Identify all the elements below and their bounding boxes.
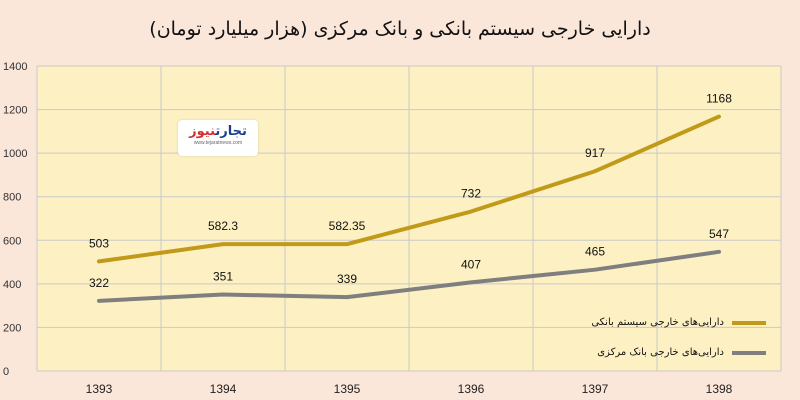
x-tick-label: 1396 <box>458 382 485 396</box>
x-tick-label: 1395 <box>334 382 361 396</box>
data-labels: 503 582.3 582.35 732 917 1168 322 351 339 407 465 5… <box>89 92 732 290</box>
chart-title: دارایی خارجی سیستم بانکی و بانک مرکزی (ه… <box>149 18 651 40</box>
data-label: 351 <box>213 270 233 284</box>
data-label: 503 <box>89 236 109 250</box>
y-tick-label: 800 <box>3 192 21 204</box>
grid-lines <box>36 65 782 372</box>
x-tick-label: 1397 <box>582 382 609 396</box>
data-label: 582.35 <box>329 219 366 233</box>
legend-label-central-bank: دارایی‌های خارجی بانک مرکزی <box>597 347 724 358</box>
y-tick-label: 1400 <box>3 61 27 73</box>
y-tick-label: 600 <box>3 235 21 247</box>
data-label: 407 <box>461 257 481 271</box>
data-label: 465 <box>585 245 605 259</box>
data-label: 732 <box>461 187 481 201</box>
logo-text-part1: تجارت <box>215 124 247 139</box>
data-label: 339 <box>337 272 357 286</box>
x-tick-label: 1393 <box>86 382 113 396</box>
series-line-central-bank <box>97 249 721 303</box>
logo-text-part2: نیوز <box>189 124 216 139</box>
data-label: 547 <box>709 227 729 241</box>
y-axis-ticks: 0 200 400 600 800 1000 1200 1400 <box>3 61 27 378</box>
series-lines <box>97 114 721 303</box>
tejaratnews-logo: تجارتنیوز www.tejaratnews.com <box>178 120 258 156</box>
legend-item-banking-system: دارایی‌های خارجی سیستم بانکی <box>591 317 766 328</box>
data-label: 917 <box>585 146 605 160</box>
legend-label-banking-system: دارایی‌های خارجی سیستم بانکی <box>591 317 724 328</box>
data-label: 1168 <box>706 92 732 106</box>
legend-swatch-central-bank <box>732 350 766 355</box>
logo-site-url: www.tejaratnews.com <box>193 140 243 146</box>
x-tick-label: 1398 <box>706 382 733 396</box>
data-label: 582.3 <box>208 219 238 233</box>
legend-item-central-bank: دارایی‌های خارجی بانک مرکزی <box>597 347 766 358</box>
data-label: 322 <box>89 276 109 290</box>
y-tick-label: 200 <box>3 322 21 334</box>
y-tick-label: 1200 <box>3 105 27 117</box>
y-tick-label: 400 <box>3 279 21 291</box>
legend-swatch-banking-system <box>732 320 766 325</box>
y-tick-label: 1000 <box>3 148 27 160</box>
x-tick-label: 1394 <box>210 382 237 396</box>
series-line-banking-system <box>97 114 721 264</box>
y-tick-label: 0 <box>3 366 9 378</box>
x-axis-ticks: 1393 1394 1395 1396 1397 1398 <box>86 382 733 396</box>
